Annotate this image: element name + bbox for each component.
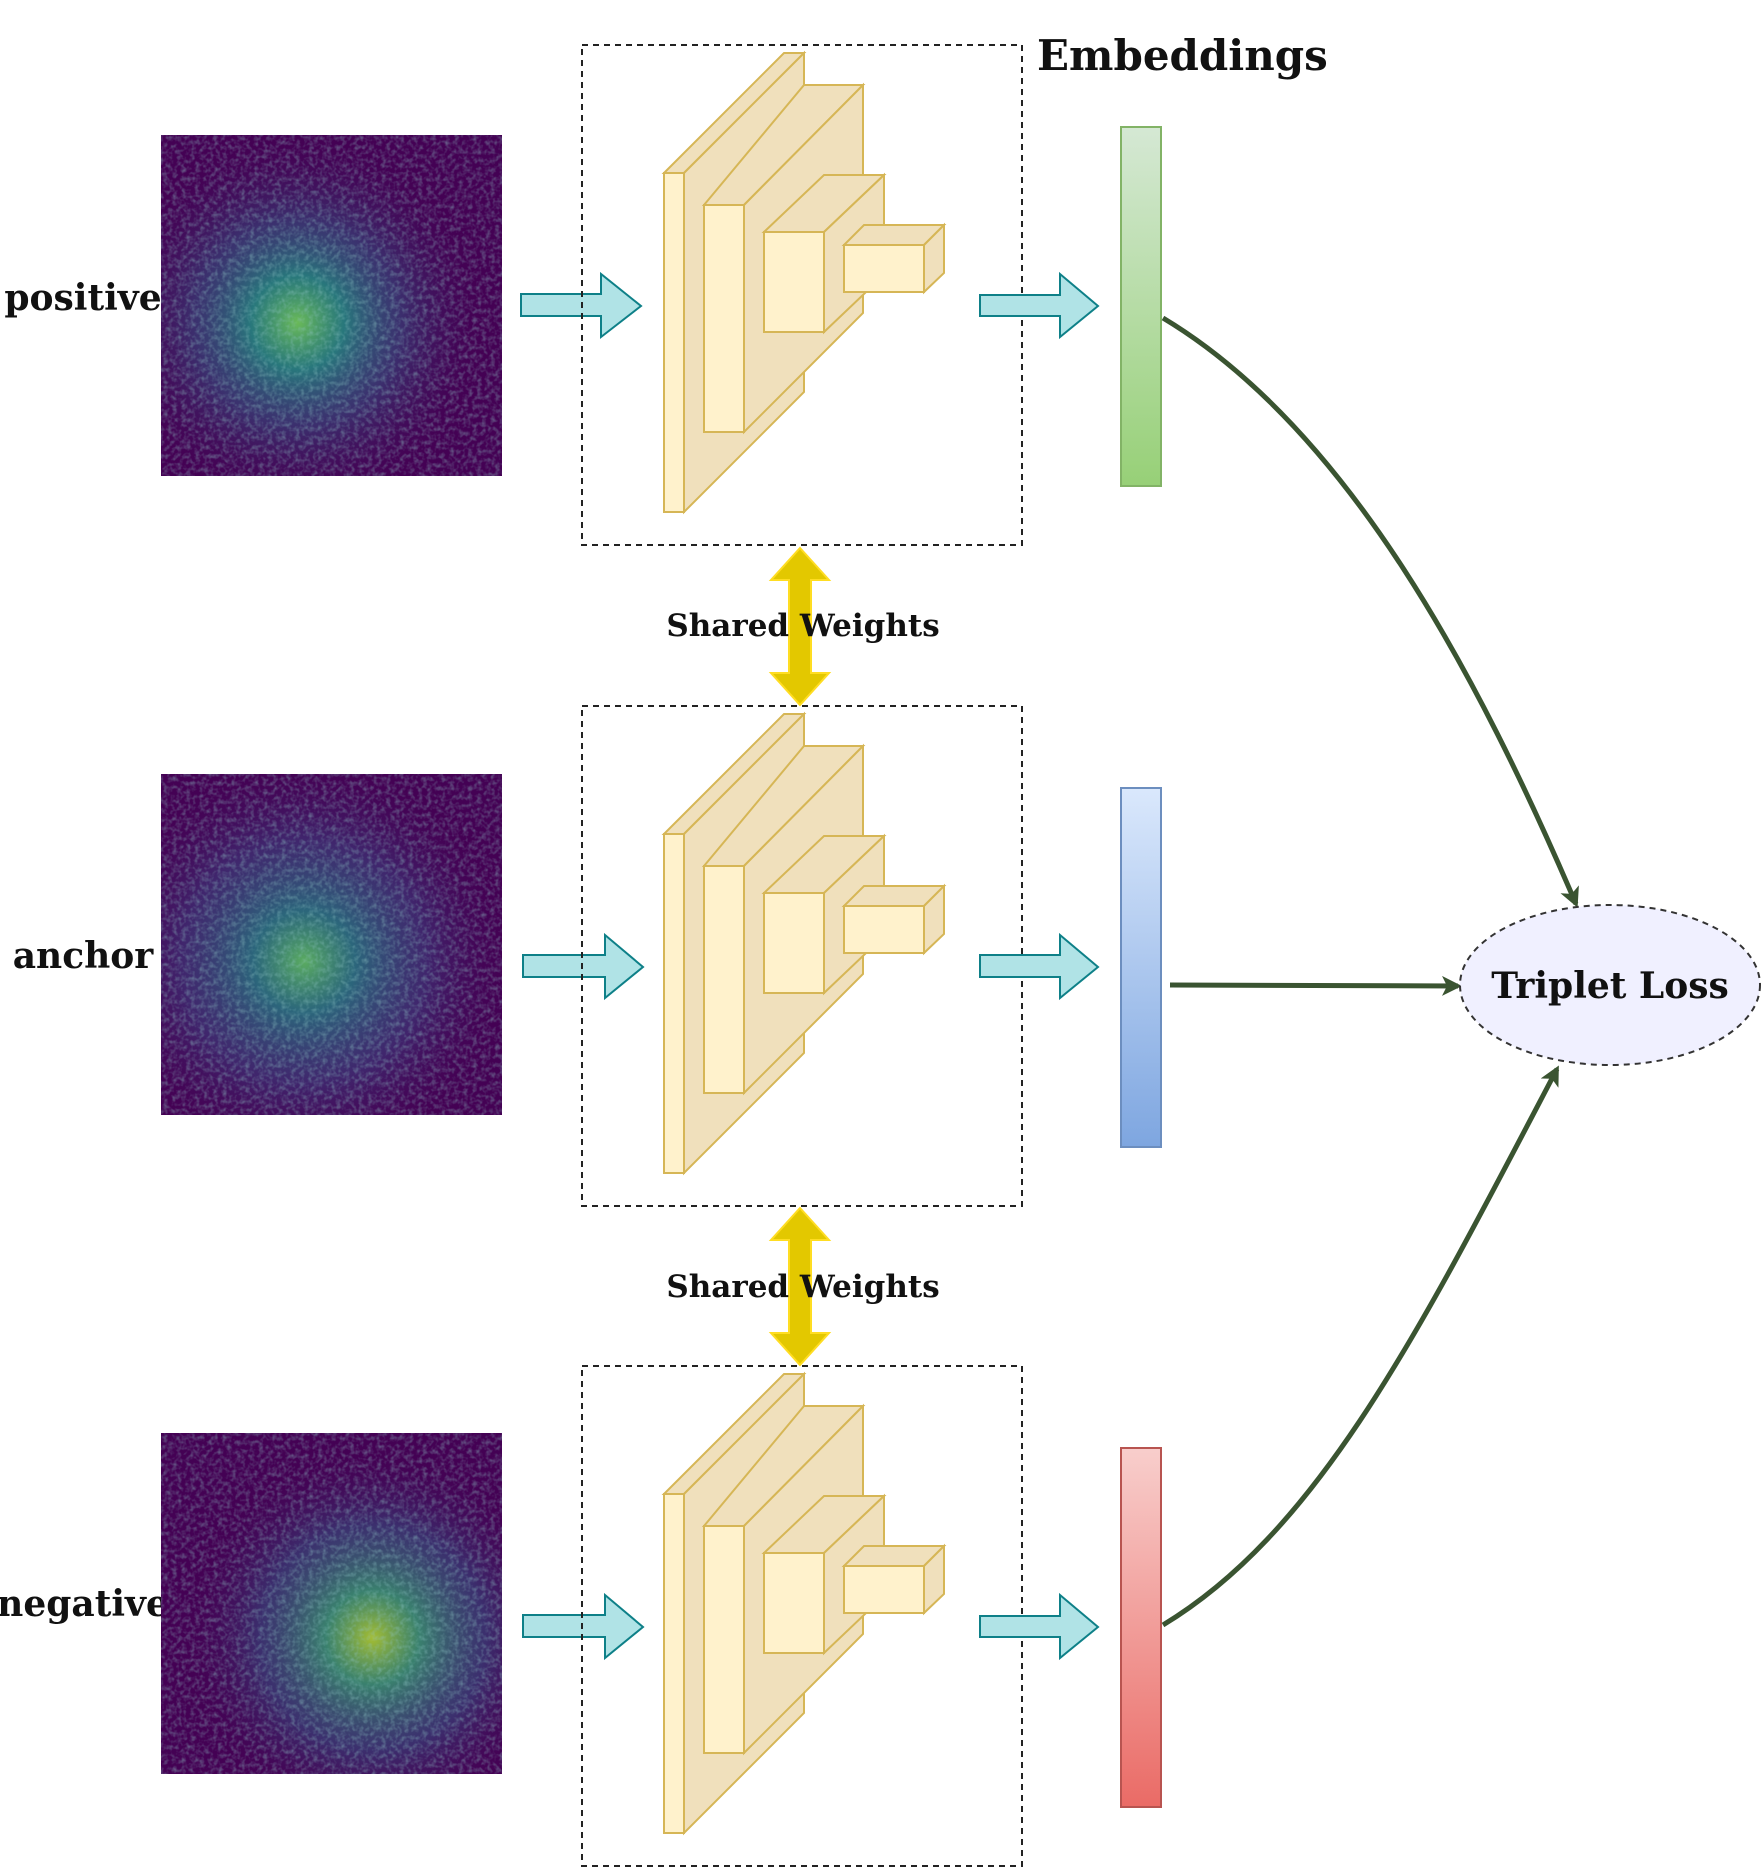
triplet-loss-label: Triplet Loss bbox=[1491, 965, 1729, 1007]
output-arrow-positive bbox=[979, 271, 1100, 340]
embedding-bar-negative bbox=[1120, 1447, 1162, 1808]
shared-weights-label-top: Shared Weights bbox=[666, 608, 939, 644]
loss-arrow-negative bbox=[1161, 1065, 1560, 1628]
output-arrow-negative bbox=[979, 1592, 1100, 1661]
cnn-layers-negative bbox=[661, 1371, 947, 1836]
triplet-loss-node bbox=[1459, 904, 1761, 1066]
loss-arrow-anchor bbox=[1169, 975, 1462, 996]
loss-arrow-positive bbox=[1161, 315, 1579, 908]
shared-weights-label-bottom: Shared Weights bbox=[666, 1269, 939, 1305]
cnn-layers-anchor bbox=[661, 711, 947, 1176]
shared-weights-arrow-top bbox=[768, 546, 832, 707]
input-image-negative bbox=[161, 1433, 502, 1774]
embedding-bar-anchor bbox=[1120, 787, 1162, 1148]
network-frame-anchor bbox=[581, 705, 1023, 1207]
network-frame-positive bbox=[581, 44, 1023, 546]
output-arrow-anchor bbox=[979, 932, 1100, 1001]
row-label-positive: positive bbox=[4, 277, 161, 319]
network-frame-negative bbox=[581, 1365, 1023, 1867]
embeddings-title: Embeddings bbox=[1037, 31, 1328, 80]
shared-weights-arrow-bottom bbox=[768, 1206, 832, 1367]
input-image-anchor bbox=[161, 774, 502, 1115]
row-label-anchor: anchor bbox=[13, 935, 155, 977]
cnn-layers-positive bbox=[661, 50, 947, 515]
input-image-positive bbox=[161, 135, 502, 476]
embedding-bar-positive bbox=[1120, 126, 1162, 487]
row-label-negative: negative bbox=[0, 1583, 169, 1625]
